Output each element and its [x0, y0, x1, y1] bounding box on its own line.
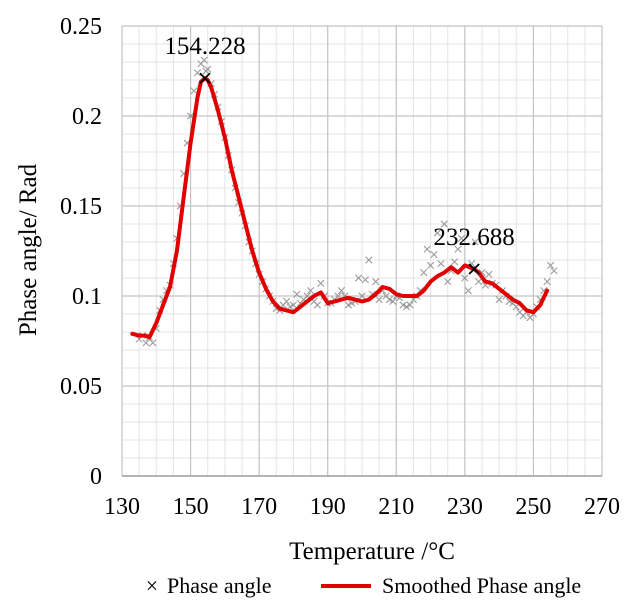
- scatter-point: [317, 279, 325, 287]
- scatter-point: [375, 296, 383, 304]
- x-tick-label: 170: [241, 494, 277, 520]
- peak-marker: [468, 263, 480, 275]
- scatter-point: [450, 258, 459, 266]
- scatter-point: [543, 278, 551, 286]
- scatter-point: [444, 278, 452, 286]
- scatter-point: [193, 69, 202, 77]
- peak-annotations: 154.228 232.688: [164, 33, 515, 275]
- smoothed-phase-angle-line: [130, 76, 550, 340]
- scatter-point: [289, 301, 298, 309]
- scatter-point: [423, 245, 431, 253]
- scatter-point: [149, 339, 157, 347]
- scatter-point: [399, 301, 407, 309]
- y-tick-label: 0.1: [72, 284, 102, 310]
- peak-label: 232.688: [433, 224, 514, 251]
- scatter-point: [457, 234, 466, 242]
- scatter-point: [464, 287, 472, 295]
- smoothed-series-line: [130, 76, 550, 340]
- scatter-point: [358, 292, 366, 300]
- scatter-point: [306, 287, 315, 295]
- peak-label: 154.228: [164, 33, 245, 60]
- y-tick-label: 0: [90, 464, 102, 490]
- y-tick-label: 0.2: [72, 104, 102, 130]
- x-axis-tick-labels: 130 150 170 190 210 230 250 270: [104, 494, 620, 520]
- y-tick-label: 0.15: [60, 194, 102, 220]
- x-tick-label: 130: [104, 494, 140, 520]
- scatter-point: [293, 290, 301, 298]
- x-tick-label: 210: [378, 494, 414, 520]
- scatter-point: [437, 260, 445, 268]
- scatter-point: [361, 276, 370, 284]
- legend-marker-phase-angle: ×: [146, 573, 158, 598]
- scatter-point: [471, 238, 479, 246]
- y-axis-tick-labels: 0 0.05 0.1 0.15 0.2 0.25: [60, 14, 102, 490]
- x-tick-label: 190: [310, 494, 346, 520]
- scatter-point: [372, 278, 380, 286]
- scatter-point: [485, 270, 493, 278]
- scatter-point: [200, 56, 208, 64]
- scatter-point: [354, 274, 363, 282]
- x-tick-label: 270: [584, 494, 620, 520]
- scatter-point: [406, 301, 414, 309]
- peak-marker: [199, 72, 211, 84]
- legend-label-phase-angle: Phase angle: [167, 573, 271, 598]
- scatter-point: [454, 245, 462, 253]
- scatter-point: [495, 296, 503, 304]
- scatter-point: [365, 256, 373, 264]
- scatter-point: [190, 87, 198, 95]
- scatter-point: [313, 301, 322, 309]
- scatter-point: [440, 220, 448, 228]
- y-axis-title: Phase angle/ Rad: [15, 163, 42, 336]
- scatter-point: [402, 303, 411, 311]
- scatter-point: [546, 261, 555, 269]
- major-gridlines: [121, 25, 603, 477]
- legend: × Phase angle Smoothed Phase angle: [146, 573, 581, 598]
- scatter-point: [389, 297, 397, 305]
- scatter-point: [433, 229, 442, 237]
- legend-label-smoothed: Smoothed Phase angle: [382, 573, 581, 598]
- scatter-point: [474, 278, 483, 286]
- y-tick-label: 0.05: [60, 374, 102, 400]
- x-tick-label: 230: [447, 494, 483, 520]
- scatter-point: [337, 287, 346, 295]
- x-axis-title: Temperature /°C: [289, 538, 455, 565]
- y-tick-label: 0.25: [60, 14, 102, 40]
- scatter-point: [550, 267, 558, 275]
- scatter-point: [426, 261, 435, 269]
- scatter-point: [430, 251, 438, 259]
- scatter-point: [461, 274, 469, 282]
- scatter-point: [204, 65, 212, 73]
- minor-gridlines: [121, 25, 603, 477]
- scatter-point: [282, 297, 291, 305]
- phase-angle-scatter: [135, 56, 558, 347]
- x-tick-label: 150: [173, 494, 209, 520]
- scatter-point: [142, 339, 150, 347]
- scatter-point: [344, 301, 352, 309]
- scatter-point: [420, 269, 428, 277]
- scatter-point: [385, 296, 394, 304]
- x-tick-label: 250: [515, 494, 551, 520]
